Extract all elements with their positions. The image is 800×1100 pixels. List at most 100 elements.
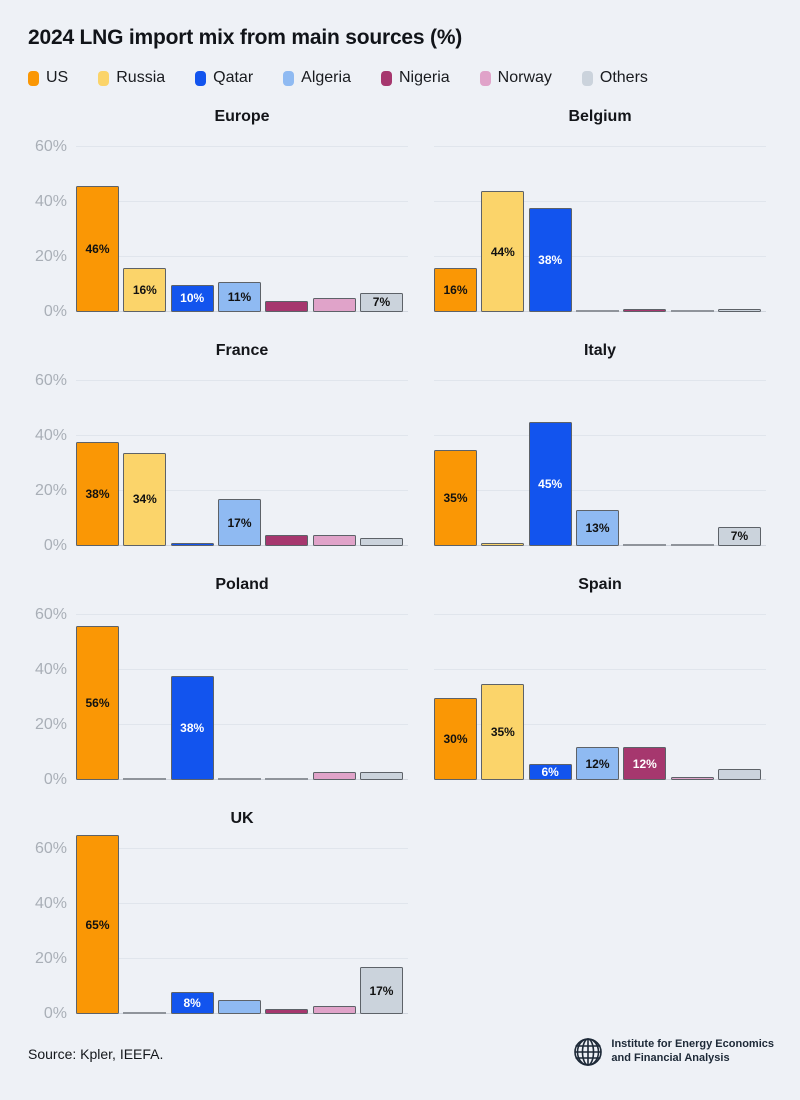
gridline-60: [434, 380, 766, 381]
logo-line-1: Institute for Energy Economics: [611, 1038, 774, 1051]
bars: 38% 34% 17%: [76, 441, 403, 546]
legend-label: Qatar: [213, 69, 254, 86]
bar-value-label: 44%: [490, 244, 515, 259]
gridline-40: [76, 903, 408, 904]
bar-value-label: 7%: [372, 295, 391, 310]
gridline-20: [434, 490, 766, 491]
bars: 56% 38%: [76, 626, 403, 780]
y-tick-label: 20%: [34, 248, 67, 265]
bar-value-label: 8%: [183, 996, 201, 1010]
bar-algeria: 17%: [217, 499, 261, 546]
bar-others: [359, 537, 403, 546]
y-tick-label: 0%: [43, 771, 67, 788]
bar-algeria: [217, 1000, 261, 1014]
bar-algeria: 12%: [575, 747, 619, 780]
plot-area: 0% 20% 40% 60% 65% 8% 17%: [35, 834, 408, 1022]
bar-qatar: 6%: [528, 763, 572, 780]
gridline-60: [76, 848, 408, 849]
y-tick-label: 20%: [34, 482, 67, 499]
bar-value-label: 16%: [443, 283, 468, 297]
bar-others: 7%: [717, 526, 761, 546]
bar-nigeria: [623, 309, 667, 312]
bar-value-label: 13%: [585, 521, 610, 536]
bar-value-label: 38%: [180, 720, 205, 735]
bar-value-label: 35%: [443, 490, 468, 505]
y-tick-label: 0%: [43, 1005, 67, 1022]
bar-value-label: 17%: [227, 515, 252, 530]
y-tick-label: 60%: [34, 138, 67, 155]
gridline-60: [76, 614, 408, 615]
gridline-60: [76, 380, 408, 381]
bar-nigeria: [623, 544, 667, 546]
y-tick-label: 20%: [34, 716, 67, 733]
bar-others: [717, 769, 761, 780]
legend-swatch-others: [581, 70, 593, 86]
bar-norway: [670, 544, 714, 546]
chart-italy: Italy 35% 45% 13% 7%: [400, 336, 800, 570]
legend-item-others: Others: [581, 69, 648, 87]
legend-item-norway: Norway: [479, 69, 552, 87]
bar-nigeria: [265, 301, 309, 312]
bar-value-label: 12%: [632, 756, 657, 771]
bar-qatar: [170, 543, 214, 546]
bar-nigeria: [265, 535, 309, 546]
gridline-40: [434, 201, 766, 202]
bar-russia: 34%: [123, 452, 167, 546]
legend-swatch-qatar: [195, 70, 207, 86]
bar-nigeria: [265, 778, 309, 780]
bar-value-label: 65%: [85, 917, 110, 932]
bar-value-label: 11%: [227, 289, 252, 304]
plot-area: 30% 35% 6% 12% 12%: [434, 600, 766, 780]
bar-us: 35%: [434, 449, 477, 546]
legend-item-russia: Russia: [98, 69, 165, 87]
bar-value-label: 6%: [541, 764, 559, 779]
ieefa-logo: Institute for Energy Economics and Finan…: [572, 1036, 774, 1068]
gridline-20: [76, 490, 408, 491]
charts-grid: Europe 0% 20% 40% 60% 46% 16% 10% 11% 7% Belgium 16…: [0, 102, 800, 1038]
gridline-60: [434, 146, 766, 147]
bar-norway: [670, 777, 714, 780]
legend-label: Nigeria: [398, 69, 450, 86]
bar-others: 7%: [359, 292, 403, 312]
bars: 65% 8% 17%: [76, 835, 403, 1014]
bar-value-label: 35%: [490, 724, 515, 739]
plot-area: 0% 20% 40% 60% 56% 38%: [35, 600, 408, 788]
legend: US Russia Qatar Algeria Nigeria Norway Others: [28, 69, 648, 87]
logo-line-2: and Financial Analysis: [611, 1052, 730, 1064]
bar-value-label: 12%: [585, 756, 610, 771]
y-tick-label: 60%: [34, 372, 67, 389]
y-tick-label: 20%: [34, 950, 67, 967]
y-tick-label: 60%: [34, 606, 67, 623]
legend-swatch-russia: [98, 70, 110, 86]
bar-qatar: 38%: [528, 207, 572, 312]
gridline-40: [76, 669, 408, 670]
bars: 16% 44% 38%: [434, 191, 761, 312]
plot-area: 0% 20% 40% 60% 46% 16% 10% 11% 7%: [35, 132, 408, 320]
bar-value-label: 38%: [85, 486, 110, 501]
bar-nigeria: [265, 1008, 309, 1014]
y-tick-label: 0%: [43, 537, 67, 554]
bar-norway: [312, 298, 356, 312]
legend-swatch-norway: [479, 70, 491, 86]
bar-russia: [481, 543, 525, 546]
bar-others: 17%: [359, 967, 403, 1014]
legend-item-us: US: [28, 69, 68, 87]
bar-value-label: 34%: [132, 492, 157, 507]
y-tick-label: 0%: [43, 303, 67, 320]
bar-russia: 16%: [123, 268, 167, 312]
gridline-60: [434, 614, 766, 615]
bar-norway: [670, 310, 714, 312]
bar-norway: [312, 535, 356, 546]
legend-label: Norway: [497, 69, 552, 86]
bar-value-label: 30%: [443, 731, 468, 746]
bar-qatar: 8%: [170, 992, 214, 1014]
bar-algeria: 13%: [575, 510, 619, 546]
y-tick-label: 40%: [34, 427, 67, 444]
chart-title: Poland: [215, 576, 269, 593]
bar-russia: 44%: [481, 191, 525, 312]
y-tick-label: 40%: [34, 895, 67, 912]
gridline-20: [434, 256, 766, 257]
legend-item-nigeria: Nigeria: [380, 69, 450, 87]
bar-value-label: 38%: [538, 252, 563, 267]
